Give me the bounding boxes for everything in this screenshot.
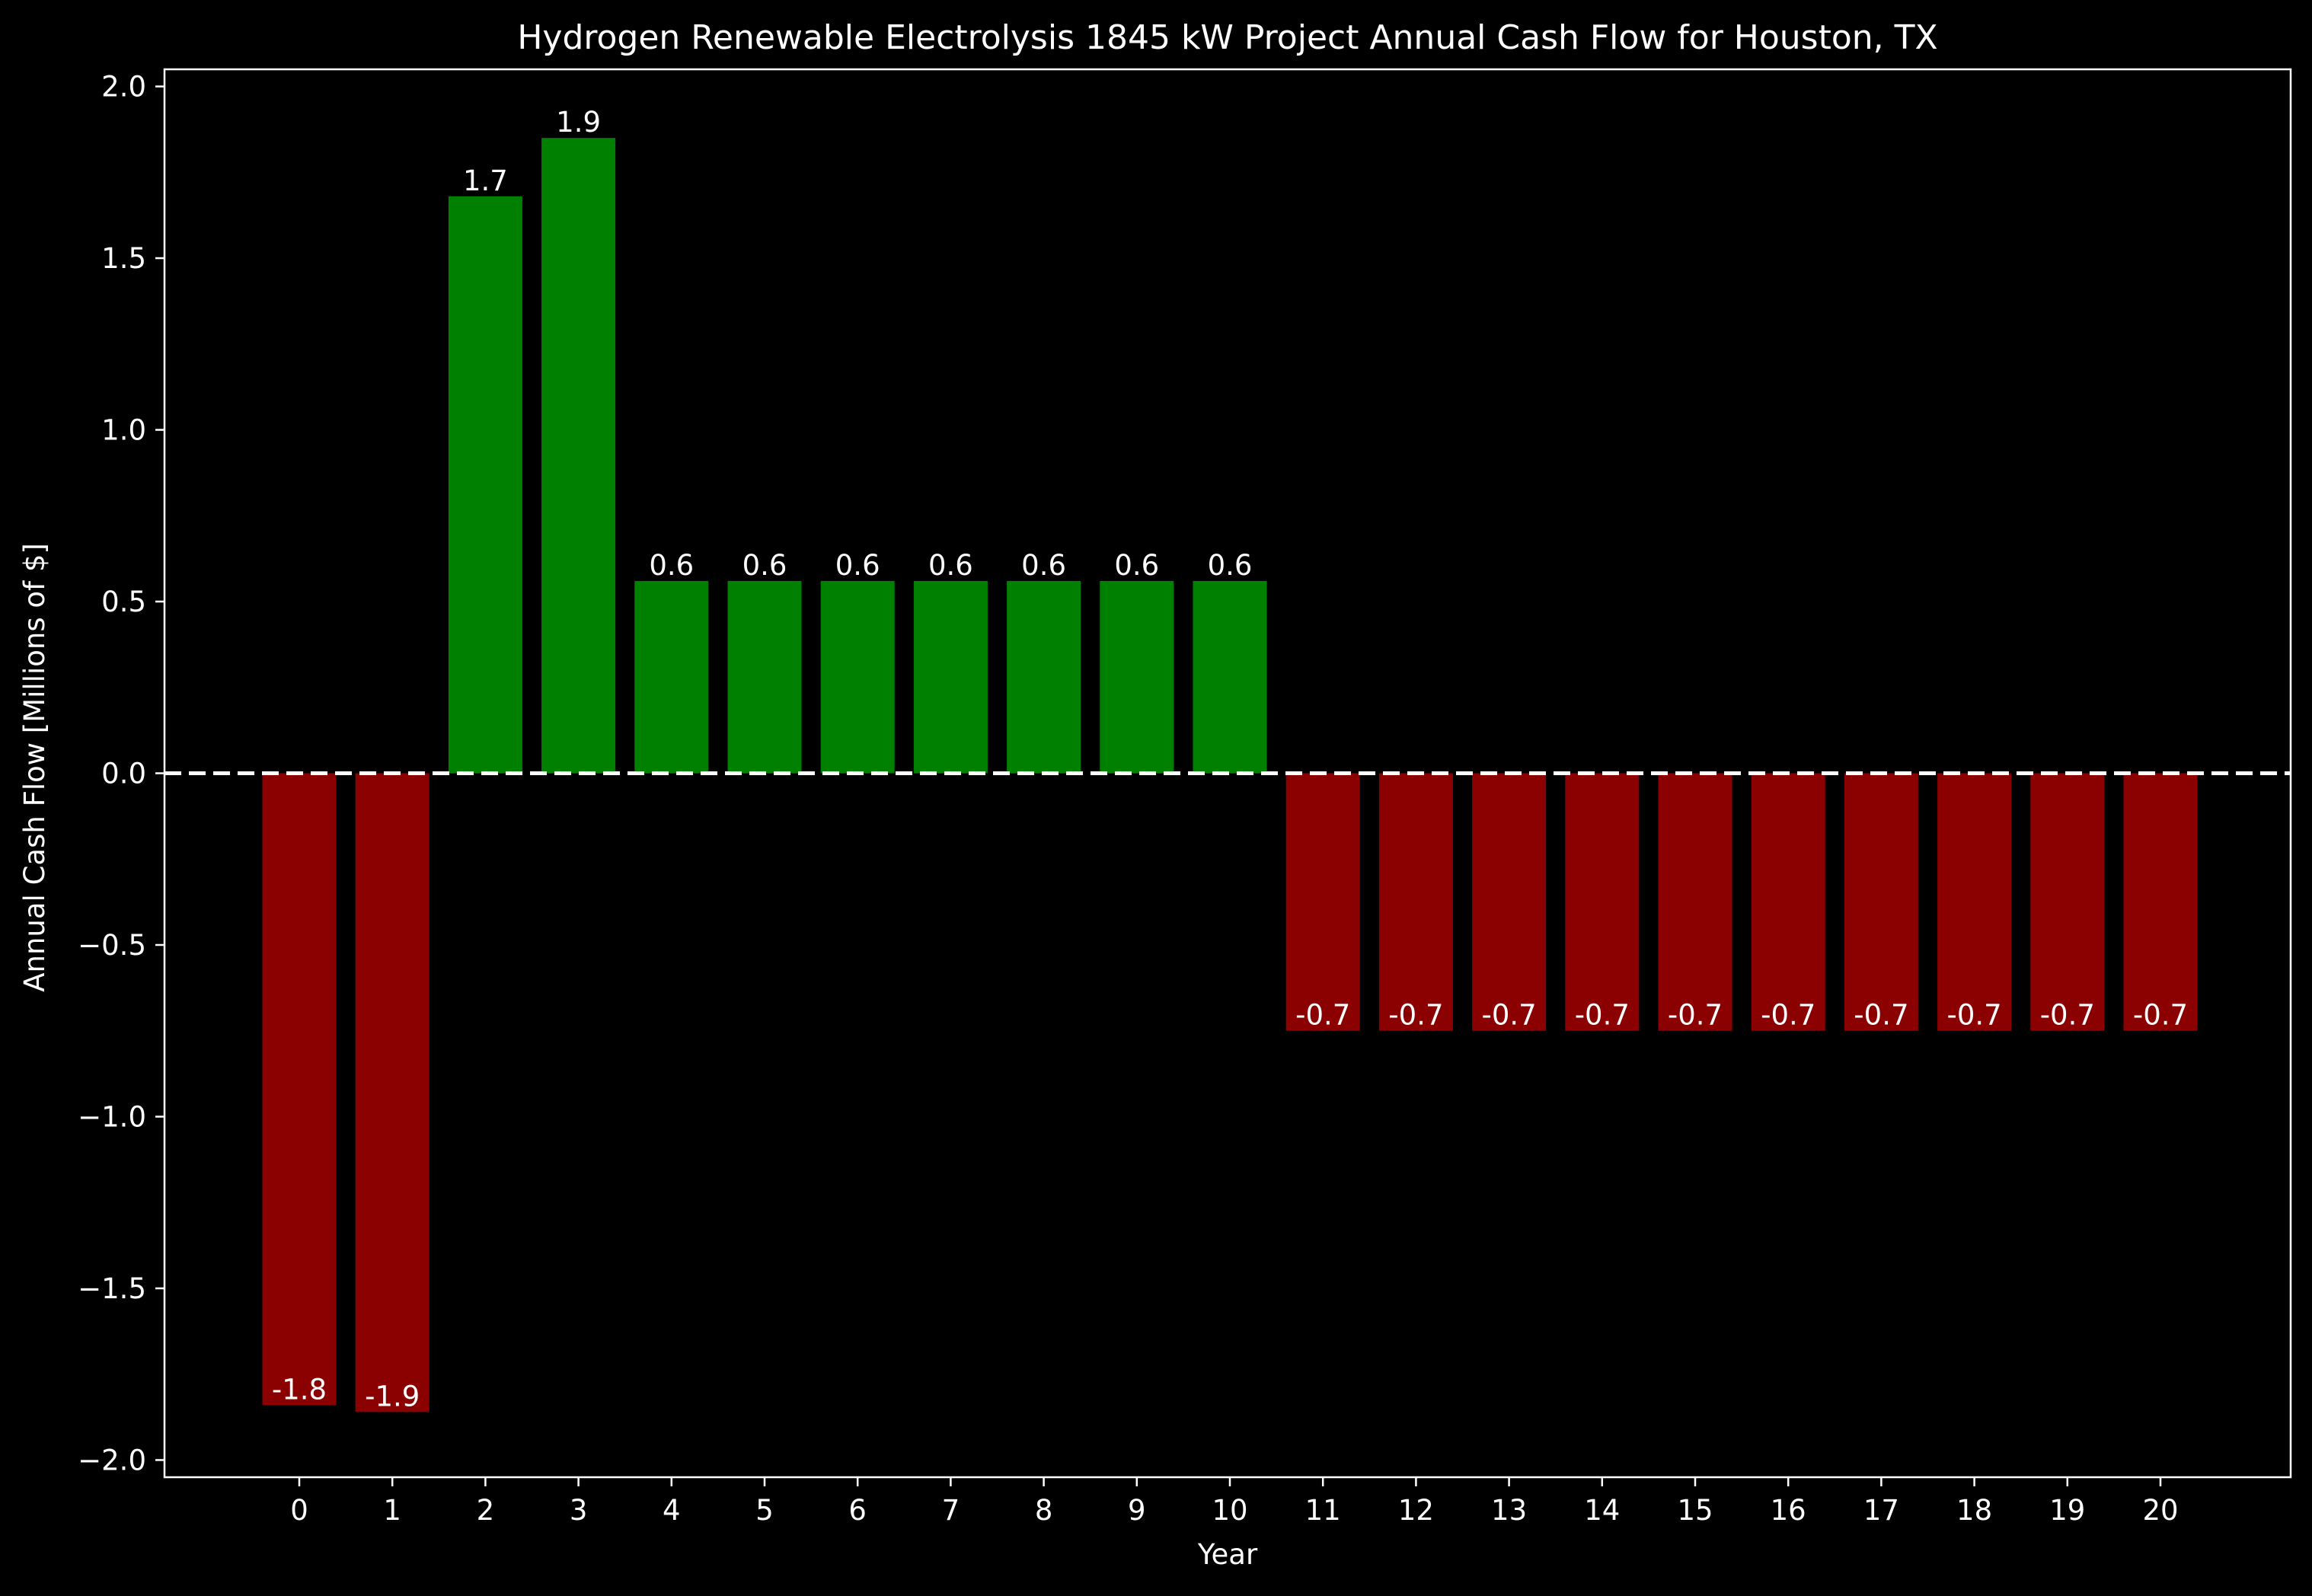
x-tick-label: 3: [570, 1494, 588, 1527]
data-label-year-15: -0.7: [1668, 999, 1723, 1032]
data-label-year-5: 0.6: [742, 549, 787, 582]
bar-year-20: [2123, 773, 2198, 1031]
bar-year-11: [1285, 773, 1360, 1031]
x-tick-label: 1: [383, 1494, 401, 1527]
x-tick-label: 16: [1771, 1494, 1806, 1527]
x-tick-label: 15: [1677, 1494, 1713, 1527]
data-label-year-19: -0.7: [2040, 999, 2095, 1032]
bar-year-5: [727, 580, 802, 774]
data-label-year-11: -0.7: [1295, 999, 1350, 1032]
x-tick-label: 11: [1305, 1494, 1341, 1527]
x-tick-label: 4: [663, 1494, 681, 1527]
data-label-year-0: -1.8: [272, 1373, 327, 1406]
bar-year-0: [262, 773, 337, 1406]
bar-year-18: [1937, 773, 2012, 1031]
y-tick-label: 1.0: [101, 414, 146, 447]
x-tick-label: 9: [1128, 1494, 1146, 1527]
x-tick-label: 18: [1956, 1494, 1992, 1527]
bar-year-12: [1378, 773, 1453, 1031]
x-tick-label: 8: [1035, 1494, 1053, 1527]
bars-group: [262, 138, 2198, 1412]
bar-year-15: [1658, 773, 1732, 1031]
bar-year-16: [1751, 773, 1825, 1031]
x-tick-label: 17: [1863, 1494, 1899, 1527]
bar-year-7: [913, 580, 988, 774]
x-tick-label: 13: [1491, 1494, 1527, 1527]
data-label-year-13: -0.7: [1481, 999, 1536, 1032]
x-tick-label: 20: [2142, 1494, 2178, 1527]
data-label-year-9: 0.6: [1114, 549, 1159, 582]
bar-year-2: [448, 196, 522, 774]
chart-title: Hydrogen Renewable Electrolysis 1845 kW …: [517, 18, 1937, 57]
y-tick-label: 0.5: [101, 586, 146, 618]
x-tick-label: 14: [1584, 1494, 1620, 1527]
y-tick-label: −1.0: [78, 1100, 146, 1133]
data-label-year-20: -0.7: [2133, 999, 2188, 1032]
data-labels-group: -1.8 -1.9 1.7 1.9 0.6 0.6 0.6 0.6 0.6 0.6 0.6 -0.7 -…: [272, 106, 2188, 1412]
data-label-year-3: 1.9: [556, 106, 601, 139]
x-tick-label: 19: [2049, 1494, 2085, 1527]
x-axis-label: Year: [1197, 1538, 1258, 1571]
data-label-year-8: 0.6: [1021, 549, 1066, 582]
x-tick-label: 10: [1212, 1494, 1247, 1527]
bar-year-9: [1100, 580, 1174, 774]
x-tick-label: 5: [755, 1494, 774, 1527]
x-tick-label: 7: [942, 1494, 960, 1527]
y-tick-label: 2.0: [101, 71, 146, 104]
bar-year-13: [1472, 773, 1547, 1031]
x-tick-label: 0: [290, 1494, 308, 1527]
x-axis-ticks: 0 1 2 3 4 5 6 7 8 9 10 11 12 13 14 15 16 17 18 19 20: [290, 1477, 2179, 1527]
data-label-year-12: -0.7: [1388, 999, 1443, 1032]
y-tick-label: −2.0: [78, 1444, 146, 1476]
data-label-year-1: -1.9: [365, 1380, 420, 1412]
data-label-year-6: 0.6: [835, 549, 880, 582]
data-label-year-14: -0.7: [1575, 999, 1630, 1032]
y-tick-label: −0.5: [78, 929, 146, 962]
y-tick-label: 0.0: [101, 758, 146, 790]
data-label-year-7: 0.6: [928, 549, 973, 582]
data-label-year-17: -0.7: [1854, 999, 1908, 1032]
x-tick-label: 2: [477, 1494, 495, 1527]
data-label-year-18: -0.7: [1946, 999, 2001, 1032]
x-tick-label: 12: [1398, 1494, 1434, 1527]
bar-year-6: [820, 580, 895, 774]
bar-year-8: [1007, 580, 1081, 774]
y-axis-ticks: 2.0 1.5 1.0 0.5 0.0 −0.5 −1.0 −1.5 −2.0: [78, 71, 164, 1476]
y-tick-label: 1.5: [101, 242, 146, 275]
bar-year-19: [2030, 773, 2105, 1031]
bar-year-3: [541, 138, 616, 774]
data-label-year-10: 0.6: [1208, 549, 1253, 582]
bar-year-17: [1844, 773, 1918, 1031]
bar-year-10: [1193, 580, 1267, 774]
y-tick-label: −1.5: [78, 1272, 146, 1305]
x-tick-label: 6: [848, 1494, 867, 1527]
y-axis-label: Annual Cash Flow [Millions of $]: [18, 543, 51, 992]
data-label-year-16: -0.7: [1761, 999, 1815, 1032]
data-label-year-4: 0.6: [649, 549, 694, 582]
bar-year-1: [355, 773, 430, 1412]
data-label-year-2: 1.7: [463, 164, 508, 197]
bar-year-14: [1565, 773, 1640, 1031]
bar-year-4: [634, 580, 709, 774]
